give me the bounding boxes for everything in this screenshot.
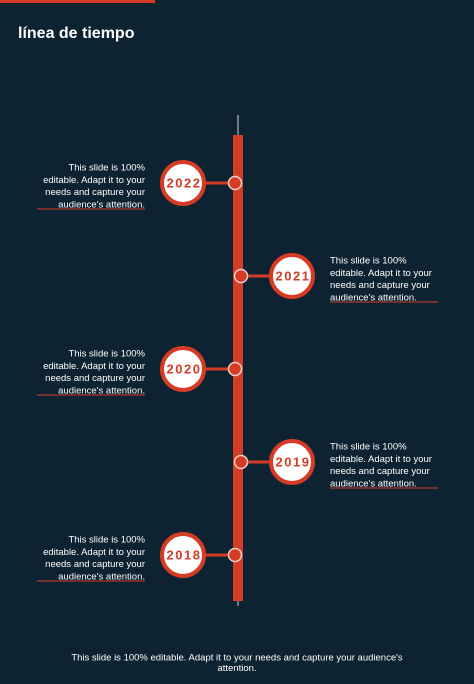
entry-text: audience's attention. — [330, 292, 417, 303]
title: línea de tiempo — [18, 25, 135, 42]
entry-text: editable. Adapt it to your — [43, 361, 145, 372]
entry-text: This slide is 100% — [68, 163, 145, 174]
year-label: 2022 — [167, 175, 202, 190]
entry-text: needs and capture your — [330, 280, 430, 291]
year-label: 2019 — [276, 454, 311, 469]
timeline-dot — [227, 175, 243, 191]
timeline-dot — [233, 454, 249, 470]
entry-text: audience's attention. — [330, 478, 417, 489]
entry-text: editable. Adapt it to your — [330, 268, 432, 279]
entry-text: needs and capture your — [45, 373, 145, 384]
year-badge — [269, 439, 315, 485]
timeline-dot — [227, 361, 243, 377]
entry-text: needs and capture your — [330, 466, 430, 477]
entry-text: This slide is 100% — [330, 442, 407, 453]
year-label: 2018 — [167, 547, 202, 562]
entry-text: editable. Adapt it to your — [330, 454, 432, 465]
entry-text: This slide is 100% — [330, 256, 407, 267]
year-label: 2021 — [276, 268, 311, 283]
year-badge — [160, 160, 206, 206]
footer-text: attention. — [217, 663, 256, 674]
entry-text: audience's attention. — [58, 385, 145, 396]
year-badge — [269, 253, 315, 299]
year-badge — [160, 532, 206, 578]
entry-text: audience's attention. — [58, 199, 145, 210]
entry-text: editable. Adapt it to your — [43, 175, 145, 186]
entry-text: This slide is 100% — [68, 349, 145, 360]
footer-text: This slide is 100% editable. Adapt it to… — [71, 653, 403, 664]
entry-text: This slide is 100% — [68, 535, 145, 546]
entry-text: audience's attention. — [58, 571, 145, 582]
entry-text: needs and capture your — [45, 559, 145, 570]
entry-text: needs and capture your — [45, 187, 145, 198]
entry-text: editable. Adapt it to your — [43, 547, 145, 558]
timeline-dot — [227, 547, 243, 563]
year-badge — [160, 346, 206, 392]
year-label: 2020 — [167, 361, 202, 376]
timeline-dot — [233, 268, 249, 284]
accent-bar — [0, 0, 155, 3]
